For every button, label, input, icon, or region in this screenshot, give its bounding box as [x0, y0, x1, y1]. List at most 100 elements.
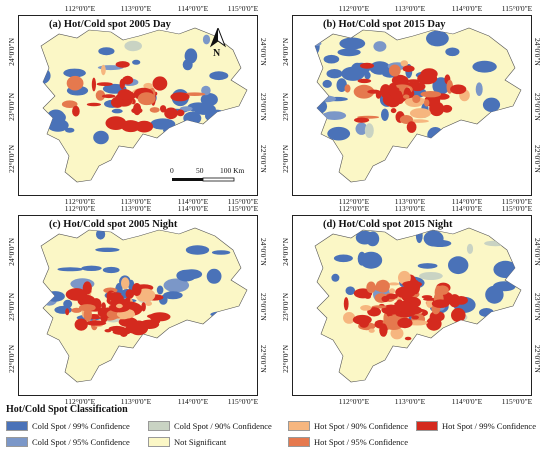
hot-spot-patch — [96, 82, 113, 86]
legend-item-cold90: Cold Spot / 90% Confidence — [148, 420, 272, 432]
lon-tick-label: 114°0'0"E — [177, 197, 209, 206]
hot-spot-patch — [61, 100, 78, 108]
cold-spot-patch — [63, 68, 86, 78]
lat-tick-label: 23°0'0"N — [533, 93, 542, 121]
hot-spot-patch — [132, 283, 142, 296]
lat-tick-label: 22°0'0"N — [259, 145, 268, 173]
cold-spot-patch — [54, 305, 72, 314]
cold-spot-patch — [124, 40, 142, 52]
lon-tick-label: 115°0'0"E — [227, 204, 259, 213]
hot-spot-patch — [117, 89, 132, 100]
hot-spot-patch — [125, 289, 135, 299]
cold-spot-patch — [163, 291, 183, 300]
hot-spot-patch — [145, 301, 152, 306]
cold-spot-patch — [494, 133, 508, 143]
cold-spot-patch — [415, 228, 423, 244]
lat-tick-label: 23°0'0"N — [7, 293, 16, 321]
lon-tick-label: 113°0'0"E — [394, 4, 426, 13]
cold-spot-patch — [185, 245, 210, 255]
hot-spot-patch — [125, 324, 146, 334]
hot-spot-patch — [388, 83, 398, 97]
cold-spot-patch — [355, 122, 368, 135]
cold-spot-patch — [323, 54, 340, 64]
lon-tick-label: 112°0'0"E — [64, 204, 96, 213]
hot-spot-patch — [390, 327, 404, 340]
lon-tick-label: 115°0'0"E — [227, 197, 259, 206]
hotspot-map — [40, 27, 248, 183]
lat-tick-label: 22°0'0"N — [7, 145, 16, 173]
hot-spot-patch — [71, 307, 82, 313]
lon-tick-label: 113°0'0"E — [394, 397, 426, 406]
hot-spot-patch — [366, 281, 376, 294]
scale-label-50: 50 — [196, 166, 204, 175]
hot-spot-patch — [390, 108, 397, 114]
hot-spot-patch — [65, 288, 88, 301]
hot-spot-patch — [367, 307, 381, 317]
hot-spot-patch — [344, 84, 351, 93]
hot-spot-patch — [143, 82, 153, 90]
hot-spot-patch — [343, 297, 349, 311]
hot-spot-patch — [343, 312, 356, 324]
cold-spot-patch — [45, 291, 65, 302]
cold-spot-patch — [326, 69, 343, 79]
panel-title: (c) Hot/Cold spot 2005 Night — [49, 219, 178, 230]
cold-spot-patch — [327, 126, 351, 141]
cold-spot-patch — [479, 308, 494, 317]
cold-spot-patch — [423, 230, 444, 247]
lat-tick-label: 23°0'0"N — [7, 93, 16, 121]
cold-spot-patch — [484, 240, 507, 247]
hot-spot-patch — [91, 77, 96, 92]
lon-tick-label: 112°0'0"E — [64, 397, 96, 406]
cold-spot-patch — [322, 79, 332, 88]
lon-tick-label: 114°0'0"E — [451, 4, 483, 13]
lon-tick-label: 113°0'0"E — [394, 204, 426, 213]
lat-tick-label: 24°0'0"N — [533, 38, 542, 66]
north-arrow-icon — [209, 28, 227, 48]
cold-spot-patch — [201, 85, 211, 96]
map-panel-2005-day: (a) Hot/Cold spot 2005 Day — [18, 15, 258, 196]
cold-spot-patch — [163, 278, 190, 293]
lon-tick-label: 115°0'0"E — [501, 4, 533, 13]
hot-spot-patch — [119, 78, 126, 90]
hot-spot-patch — [100, 312, 108, 323]
cold-spot-patch — [65, 127, 75, 133]
legend-label: Cold Spot / 90% Confidence — [174, 421, 272, 431]
hot-spot-patch — [357, 78, 372, 84]
map-panel-2015-day: (b) Hot/Cold spot 2015 Day — [292, 15, 532, 196]
hot-spot-patch — [448, 294, 461, 308]
legend-item-cold99: Cold Spot / 99% Confidence — [6, 420, 130, 432]
hot-spot-patch — [402, 65, 415, 72]
lat-tick-label: 22°0'0"N — [533, 145, 542, 173]
cold-spot-patch — [57, 267, 83, 272]
cold-spot-patch — [381, 108, 389, 122]
hot-spot-patch — [409, 108, 431, 119]
hot-spot-patch — [170, 92, 190, 102]
hot-spot-patch — [436, 285, 449, 295]
lon-tick-label: 114°0'0"E — [177, 4, 209, 13]
lat-tick-label: 23°0'0"N — [281, 293, 290, 321]
hot-spot-patch — [388, 64, 401, 77]
lon-tick-label: 114°0'0"E — [451, 397, 483, 406]
cold-spot-patch — [366, 231, 380, 247]
cold-spot-patch — [132, 59, 141, 65]
lat-tick-label: 23°0'0"N — [259, 93, 268, 121]
hot-spot-patch — [418, 73, 437, 84]
legend-swatch — [288, 421, 310, 431]
hot-spot-patch — [86, 102, 101, 107]
cold-spot-patch — [339, 37, 366, 50]
cold-spot-patch — [482, 97, 501, 113]
hot-spot-patch — [397, 317, 413, 329]
legend-title: Hot/Cold Spot Classification — [6, 404, 128, 415]
hot-spot-patch — [441, 104, 453, 113]
lon-tick-label: 112°0'0"E — [338, 397, 370, 406]
map-panel-2005-night: (c) Hot/Cold spot 2005 Night — [18, 215, 258, 396]
lon-tick-label: 115°0'0"E — [501, 197, 533, 206]
lon-tick-label: 113°0'0"E — [120, 197, 152, 206]
hot-spot-patch — [78, 304, 96, 312]
hot-spot-patch — [391, 74, 408, 87]
cold-spot-patch — [193, 103, 216, 115]
lon-tick-label: 112°0'0"E — [64, 197, 96, 206]
hot-spot-patch — [66, 75, 84, 91]
cold-spot-patch — [333, 254, 353, 263]
legend-label: Hot Spot / 95% Confidence — [314, 437, 408, 447]
